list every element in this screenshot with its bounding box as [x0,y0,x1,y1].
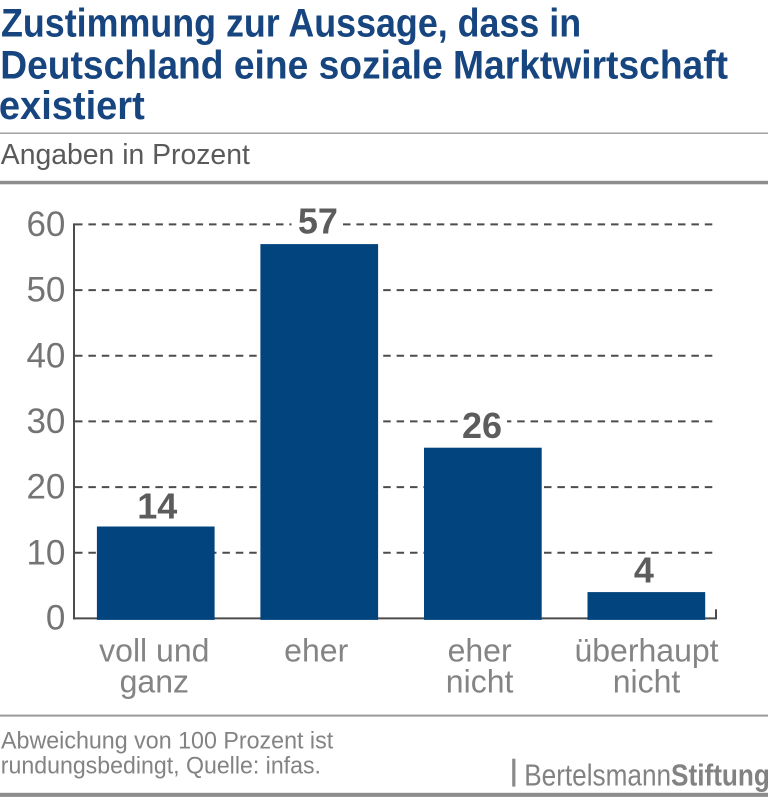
svg-text:nicht: nicht [446,664,514,700]
svg-text:existiert: existiert [0,84,145,128]
svg-text:50: 50 [26,271,65,310]
svg-text:Abweichung von 100 Prozent ist: Abweichung von 100 Prozent ist [1,728,334,754]
svg-text:eher: eher [284,633,348,669]
svg-text:26: 26 [462,405,502,446]
svg-text:überhaupt: überhaupt [574,633,718,669]
svg-text:Deutschland eine soziale Markt: Deutschland eine soziale Marktwirtschaft [0,43,728,88]
svg-text:ganz: ganz [120,664,189,700]
svg-text:10: 10 [26,534,65,573]
svg-text:voll und: voll und [99,633,209,669]
svg-text:0: 0 [46,599,65,638]
svg-text:40: 40 [26,336,65,375]
svg-text:57: 57 [298,201,338,242]
svg-text:rundungsbedingt, Quelle: infas: rundungsbedingt, Quelle: infas. [1,752,321,778]
svg-text:14: 14 [137,485,177,526]
svg-text:Angaben in Prozent: Angaben in Prozent [1,139,250,171]
svg-text:Zustimmung zur Aussage, dass i: Zustimmung zur Aussage, dass in [1,2,581,46]
svg-text:nicht: nicht [613,664,681,700]
svg-text:BertelsmannStiftung: BertelsmannStiftung [524,759,768,793]
svg-text:eher: eher [448,633,512,669]
svg-text:30: 30 [26,402,65,441]
svg-text:60: 60 [26,205,65,244]
svg-text:20: 20 [26,468,65,507]
svg-text:4: 4 [634,549,654,590]
